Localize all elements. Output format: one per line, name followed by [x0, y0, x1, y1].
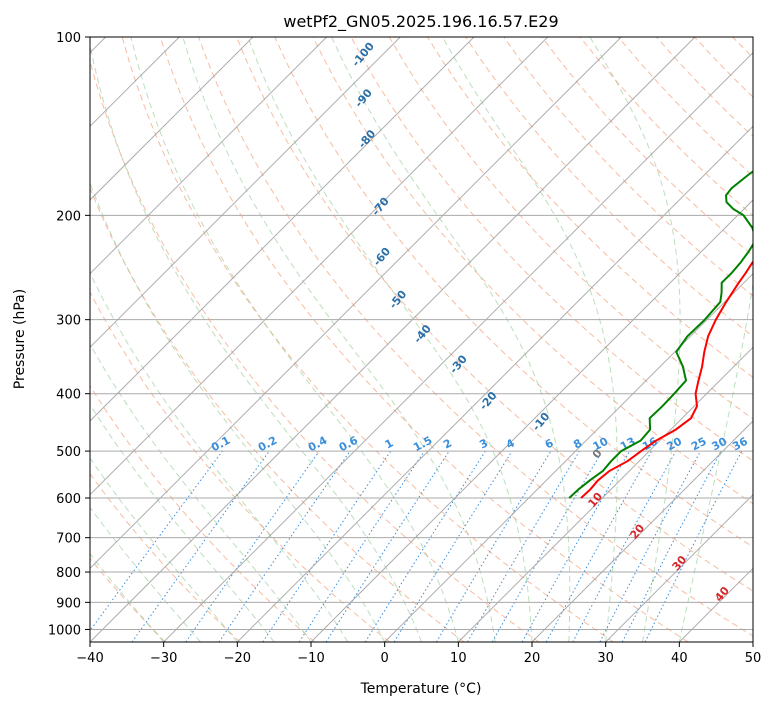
y-tick-label: 600	[56, 492, 81, 507]
x-tick-label: −10	[297, 651, 324, 666]
y-tick-label: 300	[56, 314, 81, 329]
chart-title: wetPf2_GN05.2025.196.16.57.E29	[283, 12, 558, 32]
x-tick-label: 10	[450, 651, 467, 666]
y-tick-label: 700	[56, 532, 81, 547]
x-tick-label: −30	[150, 651, 177, 666]
x-tick-label: 30	[597, 651, 614, 666]
x-tick-label: −20	[224, 651, 251, 666]
y-axis-label: Pressure (hPa)	[12, 289, 28, 389]
x-tick-label: 0	[381, 651, 389, 666]
x-axis-label: Temperature (°C)	[360, 681, 482, 697]
y-tick-label: 900	[56, 596, 81, 611]
x-tick-label: 40	[671, 651, 688, 666]
x-tick-label: −40	[76, 651, 103, 666]
y-tick-label: 400	[56, 388, 81, 403]
y-tick-label: 500	[56, 445, 81, 460]
y-tick-label: 800	[56, 566, 81, 581]
x-tick-label: 20	[524, 651, 541, 666]
x-tick-label: 50	[745, 651, 762, 666]
y-tick-label: 200	[56, 209, 81, 224]
y-tick-label: 1000	[48, 623, 81, 638]
y-tick-label: 100	[56, 31, 81, 46]
